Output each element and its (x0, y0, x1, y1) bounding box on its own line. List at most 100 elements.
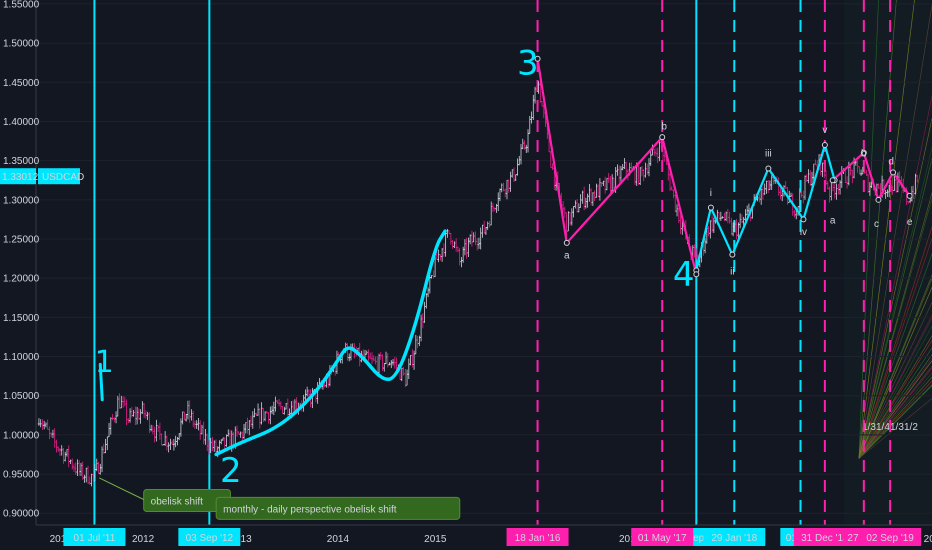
fan-line (858, 158, 932, 459)
event-lines (93, 0, 892, 525)
wave-number-label: 4 (673, 255, 695, 295)
callout-pointer (99, 477, 144, 500)
fan-line (858, 339, 932, 459)
date-tag-text: 01 Jul '11 (74, 533, 116, 544)
y-tick-label: 1.35000 (3, 156, 40, 167)
callout-text: monthly - daily perspective obelisk shif… (223, 504, 397, 515)
pivot-point (860, 149, 867, 156)
date-tag-box (631, 528, 694, 546)
callout-text: obelisk shift (151, 496, 203, 507)
date-tag-text: 31 Dec '18 (801, 533, 849, 544)
price-series (37, 81, 919, 487)
date-tag: 01 May '17 (631, 528, 694, 546)
fan-line (858, 191, 932, 459)
date-tag: 31 Dec '18 (793, 528, 856, 546)
fan-line (858, 314, 932, 459)
pivot-point (707, 204, 714, 211)
y-axis-panel (0, 0, 36, 550)
date-tag: 18 Jan '16 (506, 528, 569, 546)
fan-line (858, 94, 932, 459)
x-tick-label: 2017 (619, 534, 642, 545)
y-tick-label: 1.15000 (3, 313, 40, 324)
fan-line (858, 380, 932, 459)
pivot-point (875, 196, 882, 203)
x-tick-label: 202 (924, 534, 932, 545)
fan-line (858, 301, 932, 459)
y-tick-label: 1.40000 (3, 117, 40, 128)
pivot-point (729, 251, 736, 258)
fan-line (858, 2, 932, 459)
date-tag-text: 29 Jan '18 (711, 533, 757, 544)
date-tag-box (793, 528, 856, 546)
date-tag: 02 Sep '19 (859, 528, 922, 546)
date-tag-box (178, 528, 241, 546)
fan-line (858, 325, 932, 459)
pivot-point (765, 165, 772, 172)
fan-line (858, 252, 932, 459)
date-tag: 29 Jan '18 (703, 528, 766, 546)
date-tag: 03 Sep '12 (178, 528, 241, 546)
pivot-point (563, 239, 570, 246)
y-tick-label: 1.30000 (3, 195, 40, 206)
x-axis-panel (0, 525, 932, 550)
y-tick-label: 1.20000 (3, 274, 40, 285)
pivot-point (890, 169, 897, 176)
fan-line (858, 358, 932, 459)
pivot-point (693, 271, 700, 278)
y-tick-label: 1.45000 (3, 78, 40, 89)
y-tick-label: 1.55000 (3, 0, 40, 10)
x-tick-label: 2013 (229, 534, 252, 545)
symbol-box (38, 168, 80, 185)
fan-line (858, 278, 932, 459)
date-tag-text: 02 Sep '19 (866, 533, 914, 544)
x-tick-label: 2015 (424, 534, 447, 545)
wave-number-label: 1 (95, 345, 114, 380)
y-tick-label: 1.50000 (3, 39, 40, 50)
date-tag: 01 Jul '11 (63, 528, 126, 546)
x-tick-label: 2012 (132, 534, 155, 545)
wave-letter-label: d (888, 157, 894, 168)
fan-line (858, 372, 932, 459)
x-tick-label: 2011 (50, 534, 72, 545)
pivot-point (821, 141, 828, 148)
last-price-text: 1.33012 (2, 172, 39, 183)
wave-letter-label: c (874, 219, 879, 230)
annotations: obelisk shift monthly - daily perspective… (99, 477, 461, 520)
fan-line (858, 367, 932, 459)
fan-ratio-label: 1/3 (890, 422, 904, 433)
fan-ratio-label: 1/4 (876, 422, 890, 433)
wave-letter-label: b (661, 121, 667, 132)
y-tick-label: 1.00000 (3, 430, 40, 441)
wave-letter-label: i (710, 188, 712, 199)
wave-letter-label: a (564, 251, 570, 262)
date-tag-text: 03 Sep '12 (186, 533, 234, 544)
hand-drawn-trend-curve (214, 229, 447, 457)
pivot-point (534, 55, 541, 62)
fan-line (858, 365, 932, 459)
date-tag-box (506, 528, 569, 546)
annotation-callout: obelisk shift (143, 488, 231, 512)
wave-letter-label: a (830, 215, 836, 226)
fan-line (858, 360, 932, 459)
wave-one-stroke (98, 362, 104, 402)
wave-number-label: 3 (517, 43, 539, 83)
date-tag-text: 01 May '17 (638, 533, 687, 544)
pivot-point (659, 134, 666, 141)
fan-line (858, 376, 932, 459)
fan-line (858, 238, 932, 459)
fan-ratio-label: 1/2 (904, 422, 918, 433)
gann-fan: 1/3 1/4 1/3 1/2 (844, 0, 932, 525)
pivot-point (906, 192, 913, 199)
fan-line (858, 145, 932, 459)
fan-line (858, 286, 932, 459)
wave-letter-label: v (822, 125, 827, 136)
last-price-box (0, 168, 36, 185)
fan-ratio-label: 1/3 (862, 422, 876, 433)
x-tick-label: 2014 (327, 534, 350, 545)
date-tag-box (63, 528, 126, 546)
y-tick-label: 1.25000 (3, 234, 40, 245)
fan-line (858, 335, 932, 459)
